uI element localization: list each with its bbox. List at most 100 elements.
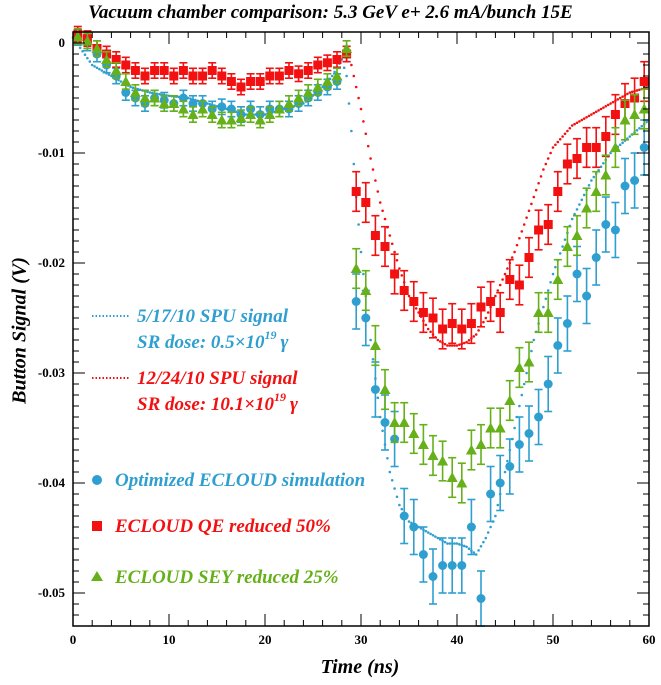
sim-blue-point [476, 594, 486, 603]
sim-red-point [505, 275, 515, 284]
signal-dot [611, 100, 615, 104]
signal-dot [486, 311, 490, 314]
sim-green-point [158, 98, 170, 108]
signal-dot [138, 88, 142, 92]
legend-spu517-dose: SR dose: 0.5×1019 γ [137, 328, 288, 353]
sim-red-point [380, 242, 390, 251]
sim-green-point [331, 70, 343, 81]
sim-green-point [225, 114, 237, 125]
sim-blue-point [543, 379, 553, 389]
signal-dot [98, 67, 101, 71]
sim-red-point [591, 143, 601, 152]
sim-green-point [408, 428, 420, 438]
signal-dot [554, 265, 557, 269]
signal-dot [443, 342, 447, 346]
signal-dot [129, 85, 132, 89]
sim-blue-point [582, 291, 592, 301]
signal-dot [438, 340, 442, 343]
signal-dot [369, 157, 372, 160]
y-tick-label: -0.04 [38, 475, 66, 490]
signal-dot [424, 323, 428, 327]
signal-dot [393, 487, 396, 490]
sim-red-point [140, 71, 150, 81]
signal-dot [570, 217, 574, 221]
sim-red-point [178, 66, 188, 75]
x-tick-label: 60 [643, 632, 656, 647]
signal-dot [580, 118, 584, 122]
sim-green-point [139, 92, 151, 103]
signal-dot [546, 157, 550, 160]
signal-dot [582, 117, 586, 120]
signal-dot [527, 209, 531, 213]
signal-dot [592, 175, 596, 179]
signal-dot [604, 104, 608, 108]
signal-dot [362, 272, 365, 276]
signal-dot [496, 503, 500, 507]
signal-dot [189, 97, 192, 100]
x-tick-label: 30 [355, 632, 368, 647]
signal-dot [554, 143, 557, 147]
signal-dot [609, 151, 612, 155]
signal-dot [520, 393, 524, 397]
legend-spu1224-dose-unit: γ [290, 394, 298, 415]
sim-green-point [283, 98, 295, 108]
sim-red-point [361, 198, 371, 207]
signal-dot [393, 250, 396, 254]
signal-dot [640, 124, 644, 128]
legend-triangle-marker [91, 571, 103, 581]
signal-dot [131, 86, 135, 89]
y-tick-label: -0.01 [38, 145, 65, 160]
sim-red-point [207, 66, 217, 75]
signal-dot [482, 540, 485, 544]
sim-red-point [466, 319, 476, 328]
x-axis-label: Time (ns) [320, 656, 400, 678]
signal-dot [580, 198, 584, 202]
signal-dot [407, 520, 411, 523]
sim-green-point [177, 103, 189, 114]
signal-dot [626, 92, 629, 96]
signal-dot [167, 94, 171, 98]
sim-green-point [120, 76, 132, 86]
sim-blue-point [572, 269, 582, 279]
y-tick-label: 0 [59, 35, 66, 50]
signal-dot [506, 267, 509, 270]
sim-red-point [543, 220, 553, 229]
sim-blue-point [514, 440, 524, 449]
signal-dot [563, 132, 567, 136]
signal-dot [371, 357, 375, 361]
signal-dot [494, 294, 497, 298]
sim-red-point [198, 71, 208, 81]
signal-dot [549, 151, 552, 155]
sim-blue-point [505, 462, 515, 471]
sim-green-point [206, 109, 218, 119]
signal-dot [366, 144, 370, 148]
sim-red-point [534, 225, 544, 235]
signal-dot [621, 141, 624, 144]
sim-blue-point [361, 313, 371, 323]
sim-green-point [533, 307, 545, 317]
signal-dot [594, 110, 598, 114]
sim-red-point [313, 60, 323, 70]
sim-green-point [398, 417, 410, 427]
signal-dot [400, 507, 404, 511]
sim-green-point [437, 455, 449, 466]
signal-dot [606, 103, 610, 107]
signal-dot [196, 99, 200, 103]
sim-blue-point [457, 561, 467, 570]
signal-dot [146, 90, 149, 94]
signal-dot [458, 543, 461, 546]
signal-dot [506, 459, 509, 463]
chart-title: Vacuum chamber comparison: 5.3 GeV e+ 2.… [88, 2, 573, 23]
sim-green-point [293, 92, 305, 103]
signal-dot [390, 478, 394, 482]
signal-dot [158, 92, 161, 96]
signal-dot [448, 344, 452, 347]
sim-green-point [485, 422, 497, 433]
signal-dot [599, 165, 603, 169]
signal-dot [479, 544, 483, 548]
signal-dot [496, 289, 500, 292]
signal-dot [621, 95, 624, 98]
signal-dot [398, 503, 401, 507]
sim-red-point [226, 77, 236, 86]
signal-dot [628, 91, 632, 94]
